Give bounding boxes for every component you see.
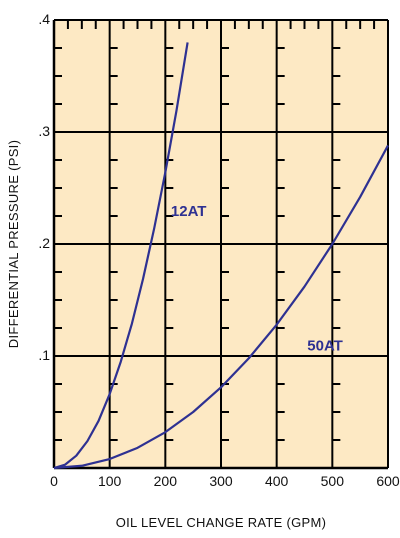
series-lines (53, 42, 389, 470)
minor-ticks (54, 20, 376, 441)
grid (52, 19, 389, 470)
series-label-50at: 50AT (307, 337, 343, 354)
x-tick-label-3: 300 (209, 473, 233, 489)
series-labels: 12AT 50AT (171, 203, 343, 354)
y-axis-title: DIFFERENTIAL PRESSURE (PSI) (6, 140, 21, 348)
x-tick-label-0: 0 (50, 473, 58, 489)
x-tick-label-6: 600 (376, 473, 400, 489)
x-tick-label-1: 100 (98, 473, 122, 489)
y-tick-label-1: .2 (38, 235, 50, 251)
series-line-12at (53, 42, 189, 470)
x-tick-labels: 0 100 200 300 400 500 600 (50, 473, 400, 489)
x-axis-title: OIL LEVEL CHANGE RATE (GPM) (116, 515, 327, 530)
y-tick-label-0: .1 (38, 347, 50, 363)
y-tick-label-3: .4 (38, 11, 50, 27)
series-line-50at (53, 144, 389, 470)
y-tick-label-2: .3 (38, 123, 50, 139)
y-tick-labels: .1 .2 .3 .4 (38, 11, 50, 363)
x-tick-label-2: 200 (154, 473, 178, 489)
x-tick-label-5: 500 (321, 473, 345, 489)
series-label-12at: 12AT (171, 203, 207, 220)
x-tick-label-4: 400 (265, 473, 289, 489)
